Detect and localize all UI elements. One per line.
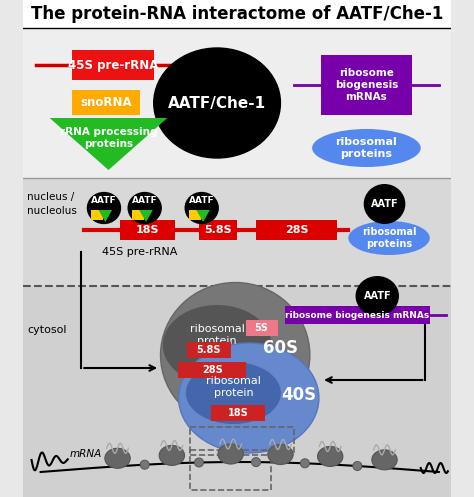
Text: AATF: AATF xyxy=(91,195,117,204)
Text: 28S: 28S xyxy=(202,365,223,375)
Text: 18S: 18S xyxy=(136,225,159,235)
Text: 5S: 5S xyxy=(255,323,268,333)
Ellipse shape xyxy=(159,445,184,465)
Text: nucleus /
nucleolus: nucleus / nucleolus xyxy=(27,192,77,216)
Ellipse shape xyxy=(163,305,272,385)
Text: 45S pre-rRNA: 45S pre-rRNA xyxy=(102,247,178,257)
Ellipse shape xyxy=(218,444,243,464)
FancyBboxPatch shape xyxy=(73,50,154,80)
FancyBboxPatch shape xyxy=(178,362,246,378)
Ellipse shape xyxy=(348,221,430,255)
Ellipse shape xyxy=(356,276,399,316)
Bar xyxy=(22,28,452,178)
Bar xyxy=(22,286,452,497)
Ellipse shape xyxy=(128,192,162,224)
Ellipse shape xyxy=(301,459,310,468)
Text: mRNA: mRNA xyxy=(70,449,102,459)
Ellipse shape xyxy=(140,460,149,469)
Bar xyxy=(22,0,452,28)
Text: AATF: AATF xyxy=(371,199,398,209)
FancyBboxPatch shape xyxy=(132,210,144,220)
FancyBboxPatch shape xyxy=(73,90,140,115)
FancyBboxPatch shape xyxy=(321,55,411,115)
Polygon shape xyxy=(99,210,112,222)
Text: AATF/Che-1: AATF/Che-1 xyxy=(168,95,266,110)
FancyBboxPatch shape xyxy=(189,210,201,220)
Ellipse shape xyxy=(353,462,362,471)
Ellipse shape xyxy=(318,446,343,467)
Text: ribosome biogenesis mRNAs: ribosome biogenesis mRNAs xyxy=(285,311,429,320)
Ellipse shape xyxy=(161,282,310,427)
Text: AATF: AATF xyxy=(364,291,391,301)
Text: AATF: AATF xyxy=(189,195,215,204)
Polygon shape xyxy=(50,118,167,170)
Ellipse shape xyxy=(194,458,203,467)
Text: ribosomal
proteins: ribosomal proteins xyxy=(362,227,416,249)
Ellipse shape xyxy=(312,129,421,167)
Text: 18S: 18S xyxy=(228,408,248,418)
FancyBboxPatch shape xyxy=(199,220,237,240)
FancyBboxPatch shape xyxy=(246,320,278,336)
Text: 5.8S: 5.8S xyxy=(204,225,232,235)
Ellipse shape xyxy=(184,192,219,224)
Text: 60S: 60S xyxy=(263,339,298,357)
Text: cytosol: cytosol xyxy=(27,325,66,335)
Polygon shape xyxy=(196,210,210,222)
Text: ribosome
biogenesis
mRNAs: ribosome biogenesis mRNAs xyxy=(335,69,398,101)
Text: AATF: AATF xyxy=(132,195,157,204)
Ellipse shape xyxy=(105,448,130,468)
Text: The protein-RNA interactome of AATF/Che-1: The protein-RNA interactome of AATF/Che-… xyxy=(31,5,443,23)
Text: 45S pre-rRNA: 45S pre-rRNA xyxy=(68,59,158,72)
Ellipse shape xyxy=(179,343,319,453)
Text: 40S: 40S xyxy=(281,386,316,404)
Text: rRNA processing
proteins: rRNA processing proteins xyxy=(60,127,157,149)
FancyBboxPatch shape xyxy=(211,405,265,421)
Text: ribosomal
protein: ribosomal protein xyxy=(206,376,261,398)
Ellipse shape xyxy=(372,450,397,470)
FancyBboxPatch shape xyxy=(120,220,174,240)
FancyBboxPatch shape xyxy=(187,342,231,358)
FancyBboxPatch shape xyxy=(256,220,337,240)
Text: ribosomal
proteins: ribosomal proteins xyxy=(336,137,397,159)
Polygon shape xyxy=(139,210,153,222)
Ellipse shape xyxy=(87,192,121,224)
Ellipse shape xyxy=(186,362,281,424)
Text: snoRNA: snoRNA xyxy=(80,95,132,108)
FancyBboxPatch shape xyxy=(91,210,103,220)
Text: ribosomal
protein: ribosomal protein xyxy=(190,324,245,346)
Text: 28S: 28S xyxy=(285,225,309,235)
Ellipse shape xyxy=(268,444,293,465)
Text: 5.8S: 5.8S xyxy=(197,345,221,355)
Ellipse shape xyxy=(252,458,261,467)
Ellipse shape xyxy=(154,48,281,158)
Bar xyxy=(22,178,452,288)
Ellipse shape xyxy=(364,184,405,224)
FancyBboxPatch shape xyxy=(285,306,430,324)
